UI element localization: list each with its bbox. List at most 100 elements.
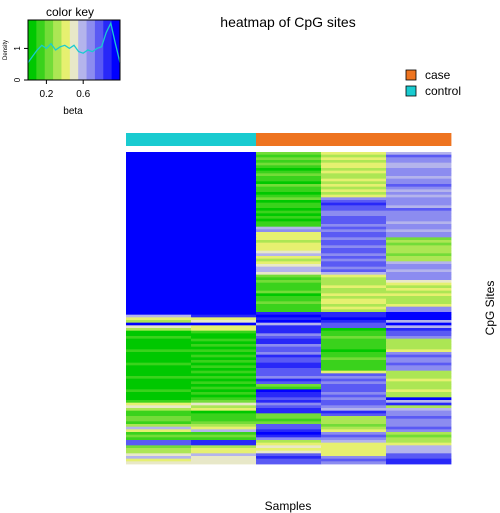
heatmap-cell <box>321 293 387 297</box>
heatmap-cell <box>386 408 452 412</box>
heatmap-cell <box>256 213 322 217</box>
heatmap-cell <box>386 250 452 254</box>
heatmap-cell <box>386 248 452 252</box>
heatmap-cell <box>321 376 387 380</box>
heatmap-cell <box>126 378 192 382</box>
heatmap-cell <box>126 368 192 372</box>
heatmap-cell <box>256 360 322 364</box>
heatmap-cell <box>321 381 387 385</box>
heatmap-cell <box>256 186 322 190</box>
heatmap-cell <box>191 405 257 409</box>
heatmap-cell <box>256 456 322 460</box>
heatmap-cell <box>256 293 322 297</box>
heatmap-cell <box>126 301 192 305</box>
heatmap-cell <box>191 365 257 369</box>
heatmap-cell <box>126 384 192 388</box>
heatmap-cell <box>386 293 452 297</box>
heatmap-cell <box>321 373 387 377</box>
color-key-band <box>36 20 46 80</box>
heatmap-cell <box>191 229 257 233</box>
heatmap-cell <box>321 365 387 369</box>
heatmap-cell <box>321 152 387 156</box>
heatmap-cell <box>191 418 257 422</box>
heatmap-cell <box>126 408 192 412</box>
heatmap-cell <box>256 357 322 361</box>
heatmap-cell <box>321 437 387 441</box>
heatmap-cell <box>191 362 257 366</box>
heatmap-cell <box>191 266 257 270</box>
heatmap-cell <box>126 285 192 289</box>
heatmap-cell <box>386 317 452 321</box>
heatmap-cell <box>256 418 322 422</box>
heatmap-cell <box>191 189 257 193</box>
heatmap-cell <box>386 229 452 233</box>
heatmap-cell <box>191 242 257 246</box>
heatmap-cell <box>256 264 322 268</box>
heatmap-cell <box>126 397 192 401</box>
heatmap-cell <box>191 394 257 398</box>
heatmap-cell <box>191 325 257 329</box>
heatmap-cell <box>126 461 192 465</box>
heatmap-cell <box>126 362 192 366</box>
heatmap-cell <box>386 184 452 188</box>
heatmap-cell <box>191 173 257 177</box>
heatmap-cell <box>386 360 452 364</box>
heatmap-cell <box>191 373 257 377</box>
heatmap-cell <box>126 282 192 286</box>
heatmap-cell <box>191 237 257 241</box>
heatmap-cell <box>256 352 322 356</box>
heatmap-cell <box>191 421 257 425</box>
heatmap-cell <box>386 296 452 300</box>
heatmap-cell <box>256 440 322 444</box>
heatmap-cell <box>126 312 192 316</box>
heatmap-cell <box>256 405 322 409</box>
heatmap-cell <box>386 400 452 404</box>
heatmap-cell <box>126 413 192 417</box>
heatmap-cell <box>191 282 257 286</box>
heatmap-cell <box>321 288 387 292</box>
heatmap-cell <box>126 402 192 406</box>
heatmap-cell <box>386 416 452 420</box>
heatmap-cell <box>126 338 192 342</box>
heatmap-cell <box>386 384 452 388</box>
heatmap-cell <box>386 218 452 222</box>
heatmap-cell <box>321 362 387 366</box>
heatmap-cell <box>321 429 387 433</box>
heatmap-cell <box>256 309 322 313</box>
heatmap-cell <box>191 162 257 166</box>
heatmap-cell <box>191 170 257 174</box>
heatmap-cell <box>256 397 322 401</box>
heatmap-cell <box>256 384 322 388</box>
heatmap-cell <box>256 154 322 158</box>
heatmap-cell <box>126 333 192 337</box>
heatmap-cell <box>321 242 387 246</box>
heatmap-cell <box>386 312 452 316</box>
heatmap-cell <box>256 400 322 404</box>
heatmap-cell <box>386 354 452 358</box>
heatmap-cell <box>386 232 452 236</box>
heatmap-cell <box>321 357 387 361</box>
color-key-x-ticks: 0.2 0.6 <box>39 80 91 100</box>
heatmap-cell <box>256 389 322 393</box>
heatmap-cell <box>321 410 387 414</box>
heatmap-cell <box>386 264 452 268</box>
heatmap-cell <box>191 453 257 457</box>
heatmap-cell <box>191 381 257 385</box>
heatmap-cell <box>191 277 257 281</box>
heatmap-cell <box>386 394 452 398</box>
heatmap-cell <box>321 194 387 198</box>
heatmap-cell <box>191 152 257 156</box>
heatmap-cell <box>256 173 322 177</box>
heatmap-cell <box>256 165 322 169</box>
heatmap-cell <box>126 370 192 374</box>
heatmap-cell <box>126 178 192 182</box>
heatmap-cell <box>321 400 387 404</box>
heatmap-cell <box>256 317 322 321</box>
heatmap-cell <box>191 224 257 228</box>
heatmap-cell <box>386 306 452 310</box>
heatmap-cell <box>191 330 257 334</box>
heatmap-cell <box>191 312 257 316</box>
heatmap-cell <box>256 394 322 398</box>
heatmap-cell <box>256 242 322 246</box>
heatmap-cell <box>321 186 387 190</box>
